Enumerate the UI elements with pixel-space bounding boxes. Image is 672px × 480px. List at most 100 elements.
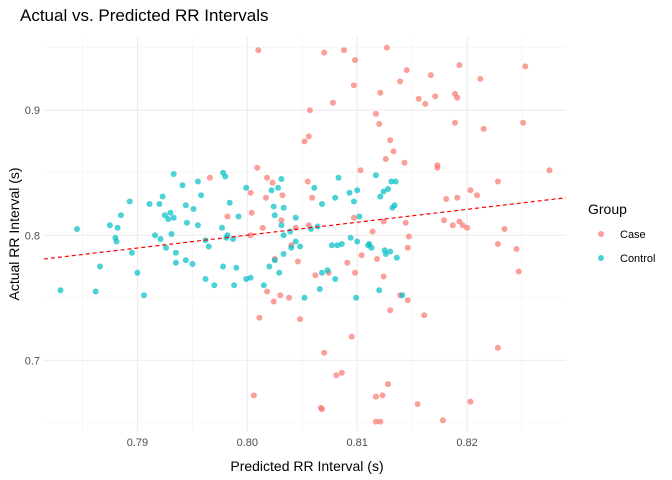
legend-label-control: Control (620, 253, 655, 265)
point-case (467, 187, 474, 194)
point-case (350, 82, 357, 89)
point-case (454, 94, 461, 101)
x-tick-labels: 0.79 0.80 0.81 0.82 (127, 437, 478, 449)
data-points (57, 44, 553, 425)
point-control (170, 171, 177, 177)
point-control (168, 231, 175, 237)
point-case (350, 214, 357, 221)
point-case (464, 224, 471, 231)
point-control (226, 199, 233, 206)
point-case (357, 167, 364, 174)
point-control (347, 234, 354, 241)
point-case (206, 174, 213, 181)
point-control (247, 274, 254, 281)
point-control (280, 204, 287, 211)
point-control (393, 254, 400, 261)
legend-key-control (598, 255, 604, 261)
point-control (292, 238, 299, 245)
reference-line (43, 197, 567, 260)
point-case (421, 312, 428, 319)
point-control (219, 224, 225, 231)
point-control (170, 214, 177, 221)
point-case (513, 246, 520, 252)
point-case (224, 213, 231, 220)
y-tick-labels: 0.7 0.8 0.9 (25, 105, 40, 367)
point-case (294, 258, 301, 265)
point-control (266, 263, 273, 270)
point-case (264, 288, 271, 295)
point-case (397, 78, 404, 85)
point-control (117, 212, 124, 219)
point-control (280, 251, 287, 257)
point-control (346, 189, 353, 196)
point-case (256, 314, 263, 321)
point-control (270, 203, 277, 210)
point-case (278, 217, 285, 224)
point-case (404, 244, 411, 251)
point-control (220, 263, 227, 270)
point-control (328, 242, 335, 249)
point-control (376, 287, 383, 294)
y-axis-title: Actual RR Interval (s) (6, 167, 22, 300)
point-case (306, 107, 313, 114)
legend-label-case: Case (620, 229, 646, 241)
point-case (333, 372, 340, 379)
point-case (247, 189, 254, 196)
point-control (260, 282, 267, 289)
point-case (402, 219, 409, 226)
point-case (344, 259, 351, 266)
point-control (167, 209, 174, 216)
point-control (292, 214, 299, 221)
point-control (319, 269, 325, 276)
grid-minor (44, 37, 566, 431)
point-case (456, 62, 463, 69)
point-control (113, 238, 120, 245)
point-control (243, 184, 250, 191)
point-control (194, 178, 201, 185)
point-case (376, 120, 383, 127)
point-control (134, 269, 141, 276)
point-control (271, 257, 278, 264)
point-control (189, 261, 196, 267)
point-control (276, 269, 283, 276)
point-control (97, 263, 103, 270)
point-control (157, 236, 164, 242)
point-control (106, 222, 113, 229)
point-case (405, 233, 412, 240)
point-control (182, 202, 189, 209)
point-control (141, 292, 147, 299)
point-control (156, 201, 163, 207)
point-control (278, 176, 285, 182)
point-case (454, 194, 461, 201)
point-case (494, 241, 501, 247)
point-control (152, 232, 158, 239)
point-case (338, 369, 345, 376)
point-control (231, 282, 238, 289)
point-case (422, 100, 429, 107)
point-control (316, 286, 323, 292)
point-control (165, 216, 172, 222)
x-tick-label: 0.82 (456, 437, 477, 449)
point-case (304, 178, 311, 185)
point-control (179, 182, 186, 189)
point-control (311, 184, 318, 191)
x-tick-label: 0.80 (237, 437, 258, 449)
point-control (391, 202, 398, 209)
y-tick-label: 0.8 (25, 230, 40, 242)
point-control (382, 251, 389, 257)
point-case (522, 63, 529, 70)
point-case (269, 179, 276, 186)
point-case (305, 133, 312, 140)
point-control (388, 178, 395, 185)
point-control (350, 198, 357, 205)
point-case (427, 72, 434, 79)
point-control (368, 244, 375, 251)
point-case (414, 401, 421, 408)
point-case (439, 417, 446, 424)
x-axis-title: Predicted RR Interval (s) (230, 458, 383, 474)
point-control (128, 249, 135, 256)
point-case (254, 164, 261, 171)
point-control (338, 241, 345, 247)
point-case (415, 95, 422, 102)
x-tick-label: 0.79 (127, 437, 148, 449)
